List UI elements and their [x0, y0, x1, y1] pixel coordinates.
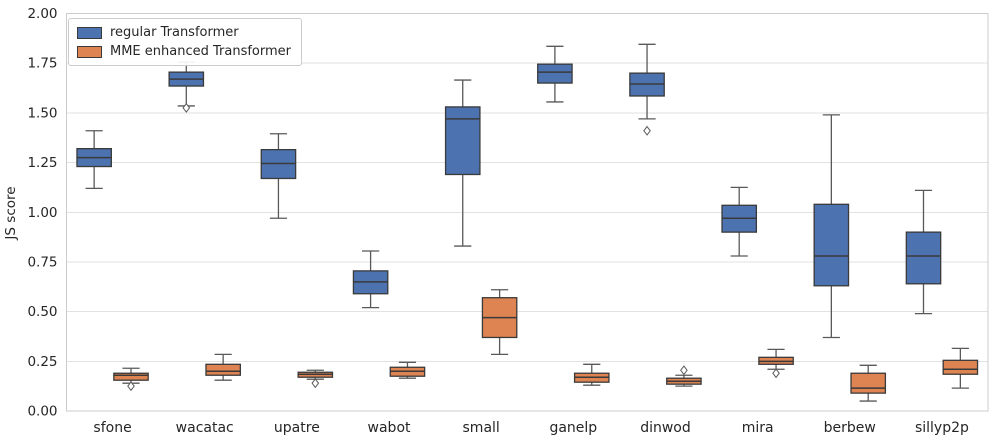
outlier-marker	[643, 125, 651, 136]
legend-item: regular Transformer	[77, 25, 291, 40]
y-tick-label: 1.00	[27, 205, 57, 221]
y-tick-label: 0.50	[27, 304, 57, 320]
x-tick-label: dinwod	[640, 420, 691, 436]
y-tick-label: 0.75	[27, 254, 57, 270]
y-axis-label: JS score	[3, 186, 19, 240]
outlier-marker	[680, 365, 688, 376]
plot-border	[66, 13, 989, 412]
outlier-marker	[772, 368, 780, 379]
legend-label: regular Transformer	[110, 25, 239, 40]
box-mme-sillyp2p	[942, 359, 979, 375]
outlier-marker	[182, 102, 191, 113]
legend-label: MME enhanced Transformer	[110, 44, 291, 59]
y-tick-label: 0.00	[27, 404, 57, 420]
x-tick-label: sfone	[93, 420, 131, 436]
x-tick-label: sillyp2p	[915, 420, 969, 436]
box-regular-ganelp	[537, 63, 573, 84]
legend-item: MME enhanced Transformer	[77, 44, 291, 59]
box-mme-berbew	[850, 372, 887, 394]
x-tick-label: wabot	[368, 420, 411, 436]
x-tick-label: small	[463, 420, 500, 436]
box-mme-wacatac	[205, 363, 241, 376]
outlier-marker	[311, 378, 320, 389]
legend-swatch-icon	[77, 26, 102, 39]
y-tick-label: 1.25	[27, 155, 57, 171]
x-tick-label: ganelp	[549, 420, 597, 436]
y-tick-label: 2.00	[27, 6, 57, 22]
x-tick-label: wacatac	[176, 420, 234, 436]
y-tick-label: 0.25	[27, 354, 57, 370]
x-tick-label: berbew	[824, 420, 876, 436]
outlier-marker	[127, 381, 135, 392]
box-regular-small	[444, 106, 481, 176]
y-tick-label: 1.50	[27, 105, 57, 121]
box-regular-berbew	[813, 203, 850, 287]
x-tick-label: upatre	[274, 420, 320, 436]
x-tick-label: mira	[742, 420, 774, 436]
box-mme-sfone	[113, 372, 149, 381]
legend-swatch-icon	[77, 45, 102, 58]
y-tick-label: 1.75	[27, 56, 57, 72]
box-regular-sillyp2p	[905, 231, 942, 285]
legend: regular Transformer MME enhanced Transfor…	[68, 18, 302, 66]
